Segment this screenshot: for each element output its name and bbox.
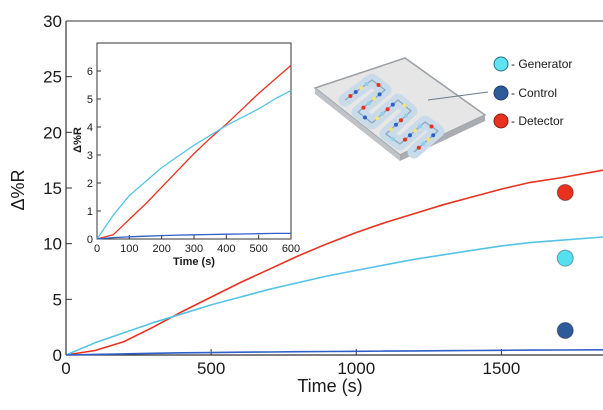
main-x-tick-label: 0 (61, 359, 70, 378)
end-marker-detector (556, 183, 574, 201)
chip-dot (408, 133, 412, 138)
inset-x-tick-label: 400 (217, 243, 235, 255)
chip-dot (394, 122, 398, 127)
chip-dot (377, 92, 382, 97)
inset-series (96, 64, 292, 240)
chip-dot (416, 145, 421, 150)
main-y-ticks: 0 5 10 15 20 25 30 (43, 12, 72, 365)
chip-dot (385, 107, 390, 112)
inset-x-tick-label: 600 (282, 243, 300, 255)
main-y-tick-label: 15 (43, 179, 62, 198)
main-end-markers (556, 183, 574, 340)
inset-y-tick-label: 4 (87, 122, 93, 134)
chip-dot (390, 102, 395, 107)
chip-dot (399, 118, 403, 123)
main-y-tick-label: 20 (43, 123, 62, 142)
inset-x-label: Time (s) (173, 256, 215, 268)
chip-dots (348, 82, 436, 150)
chip-dot (431, 133, 436, 138)
chip-dot (389, 127, 393, 132)
main-series (65, 169, 603, 356)
inset-y-tick-label: 3 (87, 150, 93, 162)
chip-side (315, 88, 400, 161)
main-y-tick-label: 0 (53, 346, 62, 365)
legend: - Generator - Control - Detector (493, 56, 572, 129)
inset-chart: 0 100 200 300 400 500 600 0 1 2 3 4 5 6 Time (s) Δ%R (72, 42, 300, 268)
chip-dot (353, 90, 358, 94)
main-x-tick-label: 1500 (482, 359, 520, 378)
chip-dot (348, 94, 353, 98)
inset-y-tick-label: 6 (87, 66, 93, 78)
main-x-tick-label: 1000 (337, 359, 375, 378)
chip-dot (376, 83, 381, 87)
chip-dot (421, 141, 426, 146)
chip-dot (375, 116, 380, 121)
inset-x-tick-label: 100 (120, 243, 138, 255)
chip-dot (429, 124, 434, 129)
legend-label-control: - Control (511, 86, 557, 100)
legend-label-generator: - Generator (511, 57, 572, 71)
main-x-tick-label: 500 (197, 359, 225, 378)
main-y-tick-label: 30 (43, 12, 62, 31)
main-y-tick-label: 25 (43, 68, 62, 87)
inset-y-tick-label: 1 (87, 206, 93, 218)
end-marker-control (556, 322, 574, 340)
main-series-detector (65, 169, 603, 356)
main-x-ticks: 0 500 1000 1500 (61, 349, 520, 378)
chip-dot (426, 137, 431, 142)
chip-dot (380, 111, 385, 116)
inset-x-ticks: 0 100 200 300 400 500 600 (94, 235, 300, 255)
inset-y-tick-label: 5 (87, 94, 93, 106)
chip-dot (391, 137, 395, 141)
main-y-tick-label: 5 (53, 290, 62, 309)
chip-dot (403, 137, 407, 142)
inset-x-tick-label: 300 (185, 243, 203, 255)
main-series-control (65, 348, 603, 356)
end-marker-generator (556, 249, 574, 267)
chip-dot (402, 103, 407, 108)
legend-marker-control (493, 85, 509, 101)
main-x-label: Time (s) (297, 376, 362, 396)
inset-y-tick-label: 0 (87, 234, 93, 246)
chip-pointer (427, 91, 489, 101)
main-series-generator (65, 236, 603, 356)
inset-y-tick-label: 2 (87, 178, 93, 190)
chip-dot (372, 96, 377, 101)
inset-x-tick-label: 200 (152, 243, 170, 255)
microfluidic-chip-icon (313, 57, 489, 161)
legend-label-detector: - Detector (511, 114, 564, 128)
chip-dot (366, 101, 371, 106)
main-y-label: Δ%R (8, 169, 28, 210)
legend-marker-detector (493, 113, 509, 129)
chip-dot (404, 113, 408, 118)
chip-dot (359, 86, 364, 90)
chip-dot (418, 124, 422, 129)
legend-marker-generator (493, 56, 509, 72)
inset-series-generator (96, 90, 292, 240)
inset-series-control (96, 232, 291, 240)
inset-x-tick-label: 500 (249, 243, 267, 255)
main-y-tick-label: 10 (43, 235, 62, 254)
chip-dot (364, 82, 369, 86)
inset-frame (96, 42, 292, 240)
inset-y-label: Δ%R (72, 127, 84, 153)
inset-series-detector (96, 64, 292, 240)
chip-dot (361, 105, 366, 110)
chip-dot (363, 115, 367, 120)
chip-dot (413, 128, 417, 133)
inset-x-tick-label: 0 (94, 243, 100, 255)
